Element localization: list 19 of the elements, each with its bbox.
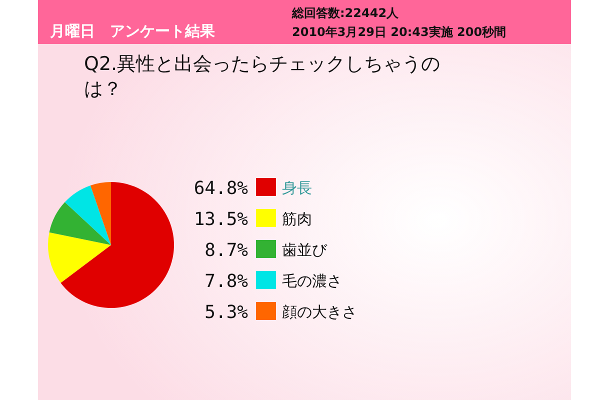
legend-label: 身長 xyxy=(282,179,312,197)
pie-slice xyxy=(90,182,111,245)
legend-label: 歯並び xyxy=(282,241,328,259)
legend-label: 顔の大きさ xyxy=(282,303,357,321)
legend-label: 毛の濃さ xyxy=(282,272,342,290)
legend-label: 筋肉 xyxy=(282,210,312,228)
data-label: 5.3% xyxy=(204,302,248,323)
text: 総回答数:22442人 xyxy=(291,6,400,20)
data-label: 8.7% xyxy=(204,240,248,261)
data-label: 64.8% xyxy=(194,178,248,199)
pie-slice xyxy=(48,232,111,283)
chart-title: Q2.異性と出会ったらチェックしちゃうのは？ xyxy=(84,53,440,100)
pie-slice xyxy=(60,182,174,308)
chart-subtitle: 月曜日 アンケート結果 xyxy=(49,22,216,40)
text: 2010年3月29日 20:43実施 200秒間 xyxy=(292,25,506,39)
data-label: 7.8% xyxy=(204,271,248,292)
data-label: 13.5% xyxy=(194,209,248,230)
pie-slice xyxy=(64,185,111,245)
pie-slice xyxy=(49,202,111,245)
